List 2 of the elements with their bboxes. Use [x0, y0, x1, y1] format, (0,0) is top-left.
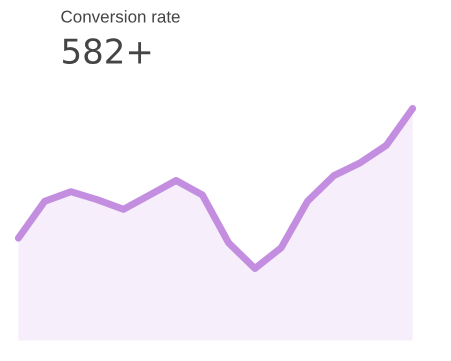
chart-subtitle: 582+: [60, 32, 154, 72]
chart-title: Conversion rate: [60, 8, 181, 26]
